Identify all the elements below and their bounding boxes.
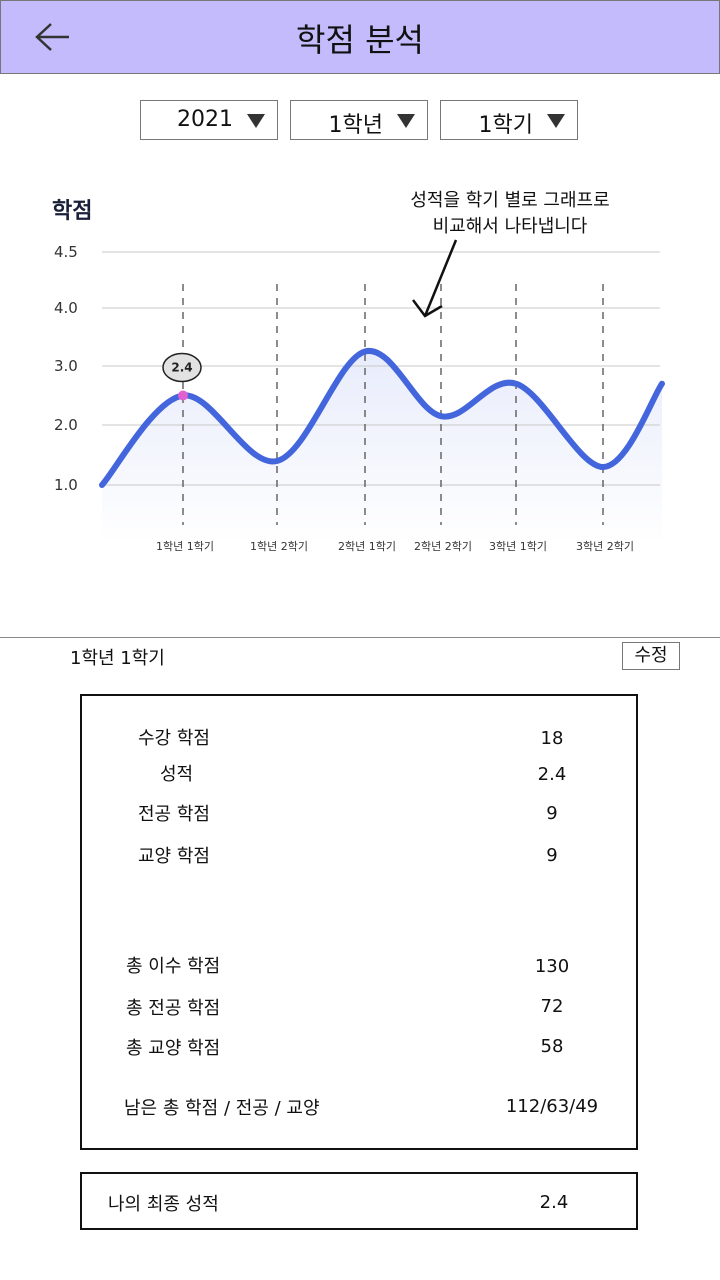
- year-dropdown[interactable]: 2021: [140, 100, 278, 140]
- y-tick-label: 3.0: [54, 357, 78, 375]
- row-value: 72: [540, 996, 564, 1017]
- row-value: 2.4: [537, 764, 567, 785]
- row-label: 교양 학점: [138, 846, 210, 867]
- semester-dropdown[interactable]: 1학기: [440, 100, 578, 140]
- grade-value: 1학년: [328, 113, 383, 138]
- row-label: 전공 학점: [138, 804, 210, 825]
- row-value: 9: [546, 845, 558, 866]
- row-value: 112/63/49: [505, 1096, 599, 1117]
- selected-semester-label: 1학년 1학기: [70, 648, 165, 669]
- app-header: 학점 분석: [0, 0, 720, 74]
- annotation-text: 성적을 학기 별로 그래프로: [410, 190, 609, 211]
- y-tick-label: 2.0: [54, 416, 78, 434]
- year-value: 2021: [177, 107, 233, 132]
- row-label: 남은 총 학점 / 전공 / 교양: [124, 1098, 320, 1119]
- row-value: 18: [540, 728, 564, 749]
- row-label: 총 교양 학점: [126, 1038, 221, 1059]
- x-tick-label: 1학년 1학기: [156, 540, 214, 553]
- y-tick-label: 1.0: [54, 476, 78, 494]
- y-tick-label: 4.0: [54, 299, 78, 317]
- y-tick-label: 4.5: [54, 243, 78, 261]
- row-value: 130: [534, 956, 570, 977]
- arrow-left-icon: [35, 23, 69, 51]
- arrow-head-icon: [412, 299, 443, 318]
- final-grade-label: 나의 최종 성적: [108, 1194, 219, 1215]
- row-label: 총 전공 학점: [126, 998, 221, 1019]
- grade-summary-box: 수강 학점 18 성적 2.4 전공 학점 9 교양 학점 9 총 이수 학점 …: [80, 694, 638, 1150]
- x-tick-label: 3학년 1학기: [489, 540, 547, 553]
- caret-down-icon: [547, 114, 565, 128]
- y-axis-label: 학점: [52, 199, 92, 224]
- x-tick-label: 2학년 2학기: [414, 540, 472, 553]
- caret-down-icon: [247, 114, 265, 128]
- annotation-arrow: [423, 239, 458, 317]
- x-tick-label: 1학년 2학기: [250, 540, 308, 553]
- row-label: 수강 학점: [138, 728, 210, 749]
- x-tick-label: 3학년 2학기: [576, 540, 634, 553]
- grade-dropdown[interactable]: 1학년: [290, 100, 428, 140]
- grade-chart: 4.5 4.0 3.0 2.0 1.0 학점 1학년 1학기 1학년 2학기 2학년 1학기 2학…: [52, 190, 665, 553]
- final-grade-box: 나의 최종 성적 2.4: [80, 1172, 638, 1230]
- chart-area-fill: [102, 350, 662, 545]
- row-label: 총 이수 학점: [126, 956, 221, 977]
- data-point: [178, 390, 188, 401]
- grade-line: [99, 348, 665, 488]
- row-value: 58: [540, 1036, 564, 1057]
- semester-value: 1학기: [478, 113, 533, 138]
- annotation-text: 비교해서 나타냅니다: [433, 216, 588, 237]
- data-label: 2.4: [171, 361, 192, 375]
- section-divider: [0, 637, 720, 638]
- final-grade-value: 2.4: [539, 1192, 569, 1213]
- caret-down-icon: [397, 114, 415, 128]
- x-tick-label: 2학년 1학기: [338, 540, 396, 553]
- row-label: 성적: [160, 764, 194, 785]
- edit-button[interactable]: 수정: [622, 642, 680, 670]
- page-title: 학점 분석: [296, 21, 424, 59]
- row-value: 9: [546, 803, 558, 824]
- back-button[interactable]: [31, 17, 75, 57]
- value-bubble: [162, 352, 202, 383]
